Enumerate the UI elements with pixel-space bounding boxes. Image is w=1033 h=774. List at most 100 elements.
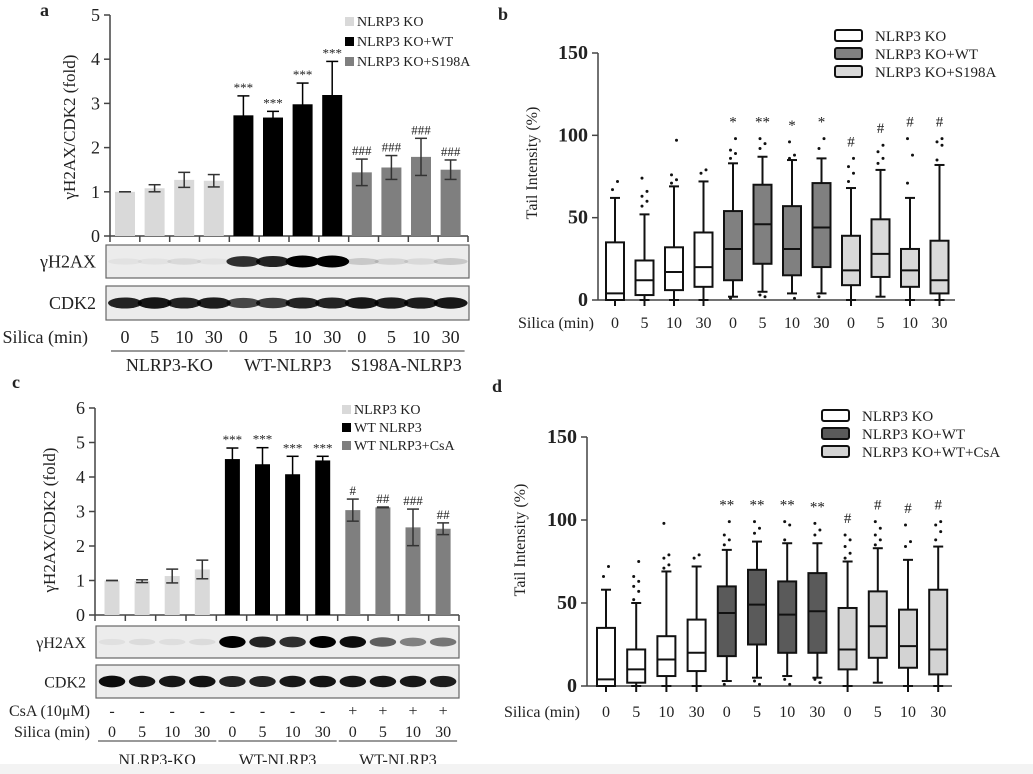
outlier-point xyxy=(843,545,847,549)
x-tick-label: 5 xyxy=(269,327,278,347)
legend-swatch xyxy=(821,427,850,440)
legend-label: NLRP3 KO xyxy=(354,403,421,418)
outlier-point xyxy=(722,543,726,547)
x-tick-label: 30 xyxy=(930,704,946,721)
box-plot xyxy=(596,564,616,692)
x-tick-label: 5 xyxy=(138,724,146,741)
outlier-point xyxy=(843,556,847,560)
blot-band xyxy=(339,675,367,688)
outlier-point xyxy=(734,151,737,155)
outlier-point xyxy=(847,165,850,169)
blot-band xyxy=(429,637,457,647)
blot-label: γH2AX xyxy=(35,635,86,652)
outlier-point xyxy=(843,533,847,537)
significance-mark: # xyxy=(904,501,912,517)
outlier-point xyxy=(645,189,649,193)
box xyxy=(807,572,828,654)
outlier-point xyxy=(632,598,636,602)
significance-mark: ## xyxy=(376,491,390,506)
box-plot xyxy=(900,137,920,306)
x-tick-label: 10 xyxy=(285,724,301,741)
blot-band xyxy=(219,675,246,688)
significance-mark: *** xyxy=(223,432,243,447)
box xyxy=(777,580,798,654)
blot-band xyxy=(219,636,246,648)
outlier-point xyxy=(788,682,792,686)
outlier-point xyxy=(817,147,821,151)
outlier-point xyxy=(788,523,792,527)
x-tick-label: 5 xyxy=(641,315,649,332)
panel-letter: d xyxy=(492,376,502,396)
outlier-point xyxy=(813,677,817,681)
box xyxy=(723,210,743,282)
x-tick-label: 5 xyxy=(379,724,387,741)
box xyxy=(693,231,714,288)
outlier-point xyxy=(670,181,673,185)
outlier-point xyxy=(852,171,855,175)
x-tick-label: 10 xyxy=(666,315,682,332)
box xyxy=(634,259,655,297)
x-tick-label: 0 xyxy=(729,315,737,332)
blot-band xyxy=(249,636,276,648)
legend-swatch xyxy=(834,65,863,78)
box-plot xyxy=(747,520,767,686)
box xyxy=(898,608,918,669)
outlier-point xyxy=(722,682,726,686)
outlier-point xyxy=(847,179,850,183)
legend-swatch xyxy=(342,423,351,432)
significance-mark: # xyxy=(906,115,914,131)
box xyxy=(686,618,707,673)
bar xyxy=(263,117,283,236)
x-tick-label: 0 xyxy=(847,315,855,332)
bar xyxy=(134,581,150,615)
significance-mark: # xyxy=(874,498,882,514)
y-tick-label: 100 xyxy=(558,124,588,146)
outlier-point xyxy=(667,563,671,567)
outlier-point xyxy=(640,204,644,208)
blot-band xyxy=(344,258,379,265)
blot-band xyxy=(158,675,186,688)
x-tick-label: 10 xyxy=(902,315,918,332)
panel-letter: a xyxy=(40,0,49,20)
outlier-point xyxy=(873,520,877,524)
blot-band xyxy=(433,258,468,265)
y-tick-label: 3 xyxy=(76,502,85,522)
y-tick-label: 0 xyxy=(76,605,85,625)
group-label: S198A-NLRP3 xyxy=(351,355,462,375)
bar xyxy=(351,172,372,236)
panel-a: a γH2AX/CDK2 (fold) 0 1 2 3 4 5 NLRP3 KO *** *** **… xyxy=(3,0,472,375)
blot-band xyxy=(137,258,172,265)
outlier-point xyxy=(734,137,737,141)
box xyxy=(596,626,616,688)
legend-swatch xyxy=(345,37,354,46)
significance-mark: # xyxy=(934,498,942,514)
bar xyxy=(292,104,313,236)
significance-mark: * xyxy=(729,115,737,131)
outlier-point xyxy=(906,137,909,141)
significance-mark: * xyxy=(788,118,796,134)
legend-label: NLRP3 KO xyxy=(875,29,946,45)
box xyxy=(626,648,647,684)
outlier-point xyxy=(763,295,767,299)
bar xyxy=(104,580,120,615)
y-tick-label: 2 xyxy=(76,536,85,556)
legend-label: NLRP3 KO+WT xyxy=(357,35,454,50)
y-tick-label: 4 xyxy=(91,49,100,69)
blot-band xyxy=(158,638,186,646)
y-axis-label: γH2AX/CDK2 (fold) xyxy=(60,55,79,201)
significance-mark: # xyxy=(350,483,357,498)
y-tick-label: 5 xyxy=(91,5,100,25)
x-tick-label: 10 xyxy=(294,327,312,347)
blot-band xyxy=(189,675,216,688)
x-axis-label: Silica (min) xyxy=(518,315,594,332)
outlier-point xyxy=(763,142,767,146)
outlier-point xyxy=(935,158,939,162)
x-tick-label: 0 xyxy=(228,724,236,741)
outlier-point xyxy=(904,523,907,527)
significance-mark: ** xyxy=(755,115,770,131)
western-blot-cdk2 xyxy=(105,285,470,321)
outlier-point xyxy=(662,566,666,570)
blot-band xyxy=(309,675,336,688)
box-plot xyxy=(634,176,655,306)
